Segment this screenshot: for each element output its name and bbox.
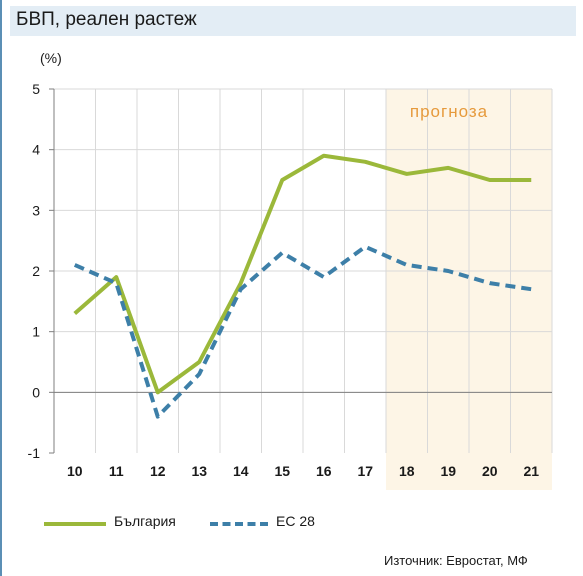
y-axis-label: (%) — [40, 50, 62, 66]
title-bar: БВП, реален растеж — [10, 6, 576, 36]
y-tick-label: -1 — [28, 445, 41, 461]
x-tick-label: 20 — [482, 463, 498, 479]
x-tick-label: 17 — [357, 463, 373, 479]
x-tick-label: 11 — [109, 463, 124, 479]
series-line-bulgaria — [73, 153, 532, 395]
x-tick-label: 21 — [523, 463, 539, 479]
y-tick-label: 0 — [32, 384, 40, 400]
legend-swatch-bulgaria — [44, 522, 106, 526]
x-tick-label: 14 — [233, 463, 249, 479]
x-tick-label: 12 — [150, 463, 166, 479]
chart-title: БВП, реален растеж — [16, 9, 197, 30]
series-line-eu28 — [73, 244, 532, 419]
x-tick-label: 15 — [274, 463, 290, 479]
x-tick-label: 16 — [316, 463, 332, 479]
y-tick-label: 4 — [32, 142, 40, 158]
legend-label-bulgaria: България — [114, 513, 176, 529]
y-tick-label: 2 — [32, 263, 40, 279]
x-tick-label: 19 — [440, 463, 456, 479]
forecast-label: прогноза — [410, 102, 488, 121]
y-tick-label: 5 — [32, 81, 40, 97]
y-tick-label: 1 — [32, 324, 40, 340]
legend-swatch-eu28 — [210, 522, 268, 526]
source-note: Източник: Евростат, МФ — [384, 553, 528, 568]
x-tick-label: 10 — [67, 463, 83, 479]
legend-label-eu28: ЕС 28 — [276, 513, 315, 529]
y-tick-label: 3 — [32, 202, 40, 218]
left-accent-rule — [0, 0, 2, 576]
x-tick-label: 13 — [191, 463, 207, 479]
x-tick-label: 18 — [399, 463, 415, 479]
